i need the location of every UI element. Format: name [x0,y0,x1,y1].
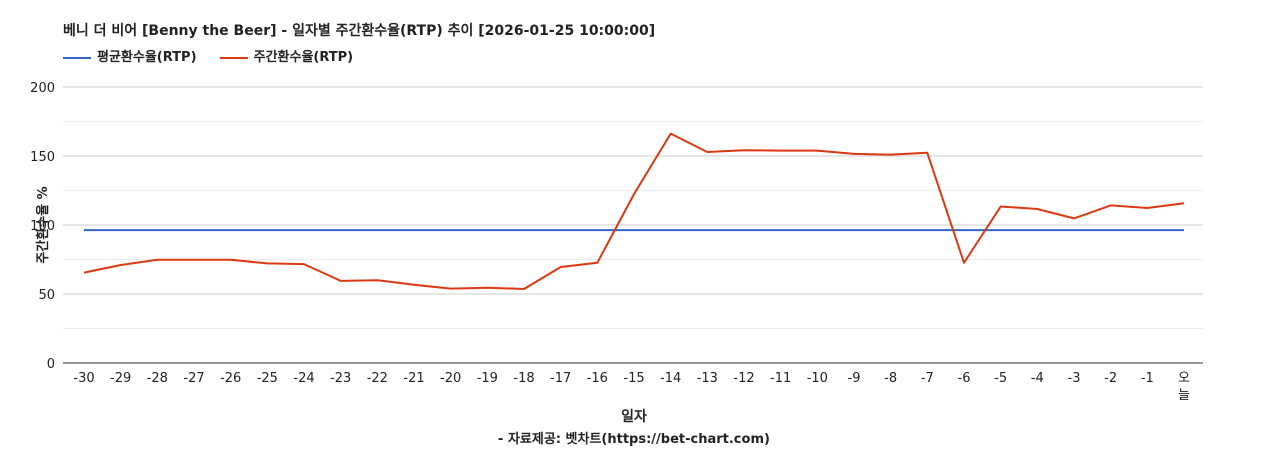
x-tick-label: -6 [958,371,971,386]
series-line-weekly [83,132,1185,290]
x-tick-label: -30 [73,371,94,386]
legend-label-average: 평균환수율(RTP) [97,50,197,65]
x-tick-label: -15 [623,371,644,386]
x-tick-label: -10 [807,371,828,386]
legend-swatch-weekly [219,56,248,59]
x-tick-label: -11 [770,371,791,386]
x-tick-label: -23 [330,371,351,386]
x-tick-label: -12 [733,371,754,386]
x-tick-label: -29 [110,371,131,386]
x-tick-label: -27 [183,371,204,386]
x-tick-label: -17 [550,371,571,386]
x-tick-label: -13 [697,371,718,386]
y-tick-label: 150 [30,150,55,165]
x-tick-label: -14 [660,371,681,386]
x-tick-label: -20 [440,371,461,386]
x-tick-label: -7 [921,371,934,386]
x-tick-label: -25 [257,371,278,386]
x-axis-label: 일자 [621,409,647,425]
x-tick-label: -16 [587,371,608,386]
legend-item-average[interactable]: 평균환수율(RTP) [63,46,197,65]
legend-label-weekly: 주간환수율(RTP) [253,50,354,65]
x-tick-label: -24 [293,371,314,386]
y-tick-label: 0 [47,357,55,372]
x-tick-label: -9 [848,371,861,386]
chart-title: 베니 더 비어 [Benny the Beer] - 일자별 주간환수율(RTP… [63,23,656,39]
x-tick-label: -22 [367,371,388,386]
x-tick-label: -2 [1104,371,1117,386]
x-tick-label: -5 [994,371,1007,386]
legend-swatch-average [63,56,91,59]
legend: 평균환수율(RTP) 주간환수율(RTP) [63,46,371,65]
x-tick-label: -8 [884,371,897,386]
x-tick-label: -19 [477,371,498,386]
y-tick-label: 100 [30,219,55,234]
x-tick-label: -1 [1141,371,1154,386]
x-tick-label: -4 [1031,371,1044,386]
y-tick-label: 200 [30,81,55,96]
y-axis-label: 주간환수율 % [35,186,51,263]
source-note: - 자료제공: 벳차트(https://bet-chart.com) [498,432,770,447]
x-tick-label: -26 [220,371,241,386]
x-tick-label: -18 [513,371,534,386]
x-tick-label: -28 [147,371,168,386]
legend-item-weekly[interactable]: 주간환수율(RTP) [219,46,354,65]
y-tick-label: 50 [38,288,55,303]
x-tick-label: -21 [403,371,424,386]
x-tick-label: -3 [1068,371,1081,386]
